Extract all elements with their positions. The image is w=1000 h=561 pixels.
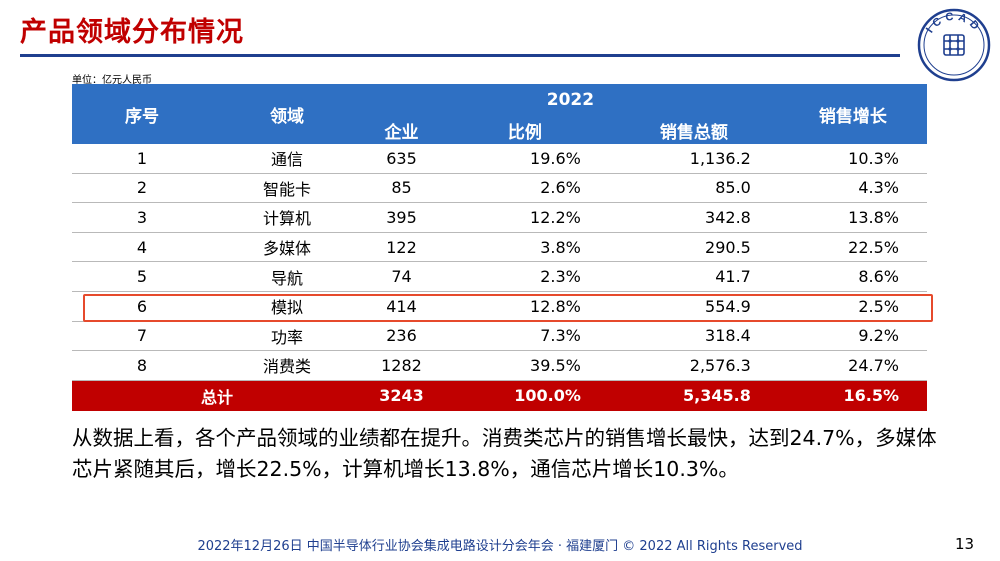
cell-ratio: 12.2% [440, 202, 609, 233]
header-year: 2022 [362, 84, 779, 116]
cell-field: 多媒体 [212, 232, 362, 263]
cell-companies: 395 [362, 202, 441, 233]
cell-growth: 8.6% [778, 261, 927, 292]
cell-sales: 1,136.2 [608, 144, 779, 174]
total-growth: 16.5% [778, 380, 927, 411]
cell-ratio: 39.5% [440, 350, 609, 381]
cell-field: 导航 [212, 261, 362, 292]
total-sales: 5,345.8 [608, 380, 779, 411]
cell-seq: 3 [72, 202, 212, 233]
cell-ratio: 3.8% [440, 232, 609, 263]
cell-seq: 7 [72, 321, 212, 352]
page-number: 13 [955, 535, 975, 553]
cell-field: 模拟 [212, 291, 362, 322]
table-row: 1 通信 635 19.6% 1,136.2 10.3% [72, 144, 927, 174]
cell-sales: 41.7 [608, 261, 779, 292]
table-row: 7 功率 236 7.3% 318.4 9.2% [72, 321, 927, 352]
chip-grid-icon [943, 34, 965, 56]
cell-ratio: 12.8% [440, 291, 609, 322]
cell-sales: 342.8 [608, 202, 779, 233]
table-row: 5 导航 74 2.3% 41.7 8.6% [72, 261, 927, 292]
cell-growth: 10.3% [778, 144, 927, 174]
cell-field: 通信 [212, 144, 362, 174]
cell-seq: 4 [72, 232, 212, 263]
cell-sales: 290.5 [608, 232, 779, 263]
cell-seq: 5 [72, 261, 212, 292]
cell-growth: 4.3% [778, 173, 927, 204]
cell-companies: 1282 [362, 350, 441, 381]
cell-companies: 74 [362, 261, 441, 292]
cell-growth: 13.8% [778, 202, 927, 233]
cell-ratio: 2.6% [440, 173, 609, 204]
total-label: 总计 [72, 380, 362, 411]
cell-field: 计算机 [212, 202, 362, 233]
cell-seq: 8 [72, 350, 212, 381]
cell-sales: 2,576.3 [608, 350, 779, 381]
cell-ratio: 2.3% [440, 261, 609, 292]
table-row: 3 计算机 395 12.2% 342.8 13.8% [72, 202, 927, 233]
cell-companies: 122 [362, 232, 441, 263]
page-title: 产品领域分布情况 [20, 17, 244, 48]
cell-seq: 1 [72, 144, 212, 174]
cell-growth: 24.7% [778, 350, 927, 381]
cell-companies: 635 [362, 144, 441, 174]
cell-sales: 85.0 [608, 173, 779, 204]
iccad-logo: ICCAD [917, 8, 991, 82]
cell-growth: 22.5% [778, 232, 927, 263]
cell-growth: 2.5% [778, 291, 927, 322]
cell-sales: 554.9 [608, 291, 779, 322]
table-row: 4 多媒体 122 3.8% 290.5 22.5% [72, 232, 927, 263]
cell-field: 消费类 [212, 350, 362, 381]
unit-note: 单位：亿元人民币 [72, 75, 152, 86]
header-sales: 销售总额 [608, 116, 779, 144]
header-companies: 企业 [362, 116, 441, 144]
header-field: 领域 [212, 84, 362, 144]
cell-field: 功率 [212, 321, 362, 352]
total-companies: 3243 [362, 380, 441, 411]
header-seq: 序号 [72, 84, 212, 144]
table-row-highlighted: 6 模拟 414 12.8% 554.9 2.5% [72, 291, 927, 322]
footer-text: 2022年12月26日 中国半导体行业协会集成电路设计分会年会 · 福建厦门 ©… [197, 539, 803, 554]
table-row: 8 消费类 1282 39.5% 2,576.3 24.7% [72, 350, 927, 381]
summary-paragraph: 从数据上看，各个产品领域的业绩都在提升。消费类芯片的销售增长最快，达到24.7%… [72, 426, 937, 481]
cell-companies: 236 [362, 321, 441, 352]
title-divider [20, 54, 900, 57]
row-highlight-box [83, 294, 933, 322]
cell-companies: 85 [362, 173, 441, 204]
cell-seq: 2 [72, 173, 212, 204]
product-field-table: 序号 领域 2022 销售增长 企业 比例 销售总额 1 通信 635 19.6… [72, 84, 927, 411]
total-ratio: 100.0% [440, 380, 609, 411]
cell-field: 智能卡 [212, 173, 362, 204]
cell-sales: 318.4 [608, 321, 779, 352]
cell-ratio: 19.6% [440, 144, 609, 174]
header-ratio: 比例 [440, 116, 609, 144]
table-row: 2 智能卡 85 2.6% 85.0 4.3% [72, 173, 927, 204]
cell-ratio: 7.3% [440, 321, 609, 352]
cell-growth: 9.2% [778, 321, 927, 352]
total-row: 总计 3243 100.0% 5,345.8 16.5% [72, 380, 927, 411]
header-growth: 销售增长 [778, 84, 927, 144]
